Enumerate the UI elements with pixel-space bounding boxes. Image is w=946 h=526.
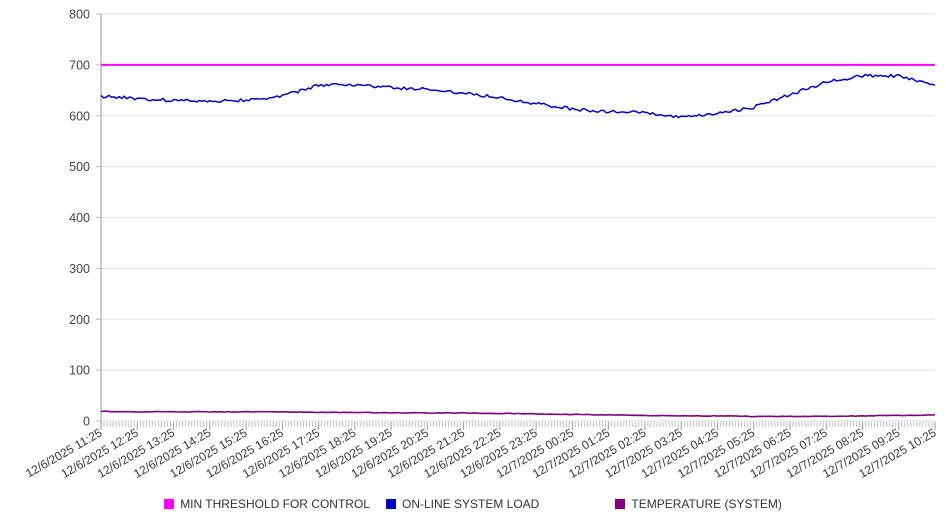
series-line-temperature-system <box>100 410 936 418</box>
legend-label-min-threshold-for-control: MIN THRESHOLD FOR CONTROL <box>180 497 370 511</box>
y-axis-tick-label: 200 <box>69 313 90 327</box>
y-axis-tick-label: 700 <box>69 58 90 72</box>
legend-swatch-temperature-system <box>615 499 626 509</box>
legend-item-min-threshold-for-control[interactable]: MIN THRESHOLD FOR CONTROL <box>164 497 370 511</box>
y-axis-tick-label: 600 <box>69 109 90 123</box>
y-axis-tick-label: 0 <box>83 415 90 429</box>
y-axis-tick-label: 100 <box>69 364 90 378</box>
legend-label-on-line-system-load: ON-LINE SYSTEM LOAD <box>401 497 540 511</box>
y-axis-tick-label: 500 <box>69 160 90 174</box>
y-axis-tick-label: 800 <box>69 8 90 22</box>
legend-swatch-on-line-system-load <box>385 499 396 509</box>
legend-item-on-line-system-load[interactable]: ON-LINE SYSTEM LOAD <box>385 497 540 511</box>
legend-label-temperature-system: TEMPERATURE (SYSTEM) <box>631 497 782 511</box>
legend-item-temperature-system[interactable]: TEMPERATURE (SYSTEM) <box>615 497 782 511</box>
y-axis-tick-label: 400 <box>69 211 90 225</box>
legend-swatch-min-threshold-for-control <box>164 499 175 509</box>
series-line-on-line-system-load <box>100 73 936 119</box>
y-axis-tick-label: 300 <box>69 262 90 276</box>
chart-legend: MIN THRESHOLD FOR CONTROL ON-LINE SYSTEM… <box>0 493 946 515</box>
